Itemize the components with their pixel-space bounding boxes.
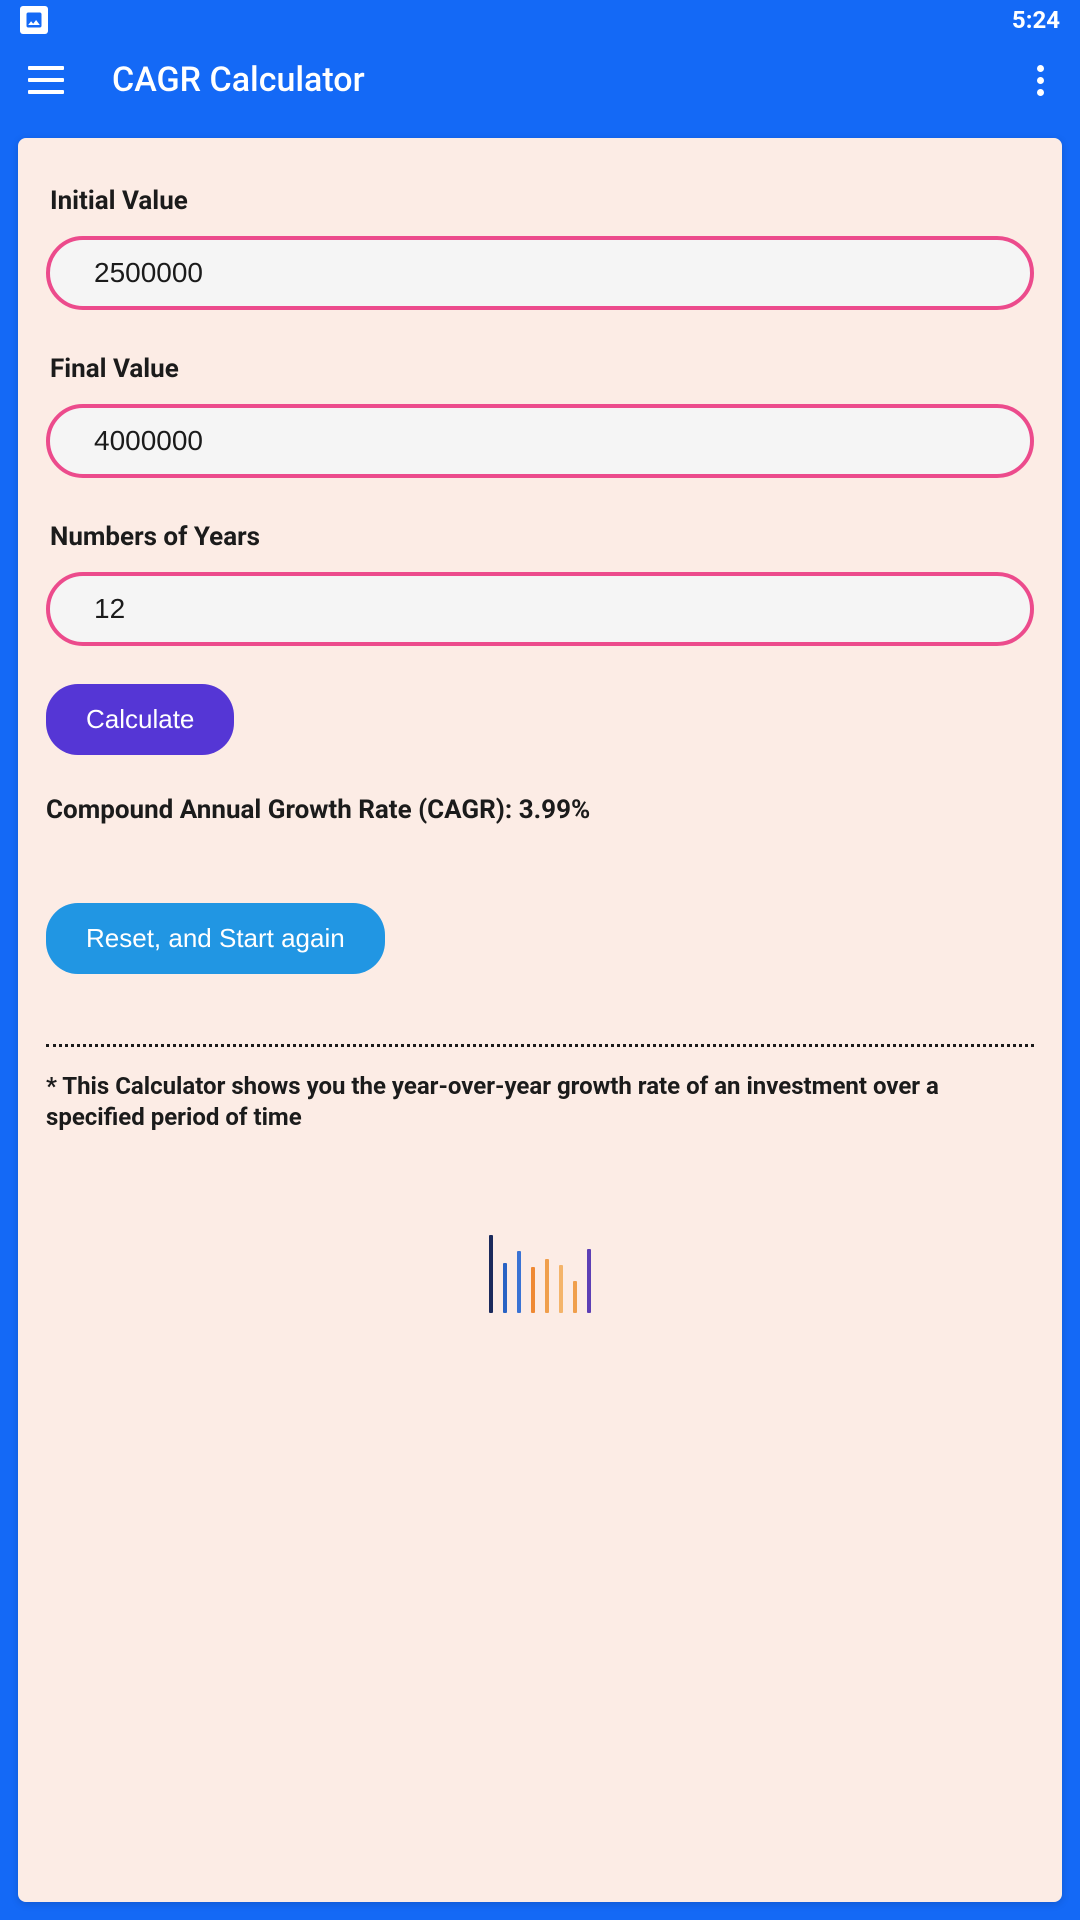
years-label: Numbers of Years [50,522,1034,552]
chart-bar [489,1235,493,1313]
status-time: 5:24 [1012,6,1060,34]
divider [46,1044,1034,1047]
chart-bar [517,1251,521,1313]
chart-bar [573,1281,577,1313]
app-title: CAGR Calculator [112,60,1029,100]
chart-container [46,1233,1034,1313]
final-value-input[interactable] [46,404,1034,478]
calculate-button[interactable]: Calculate [46,684,234,755]
chart-bar [559,1265,563,1313]
menu-icon[interactable] [28,66,64,94]
note-text: * This Calculator shows you the year-ove… [46,1071,1034,1133]
result-text: Compound Annual Growth Rate (CAGR): 3.99… [46,795,1034,825]
app-bar: CAGR Calculator [0,40,1080,120]
chart-bar [503,1263,507,1313]
reset-button[interactable]: Reset, and Start again [46,903,385,974]
chart-bar [531,1267,535,1313]
chart-bar [587,1249,591,1313]
final-value-label: Final Value [50,354,1034,384]
status-bar: 5:24 [0,0,1080,40]
years-input[interactable] [46,572,1034,646]
more-icon[interactable] [1029,57,1052,104]
initial-value-label: Initial Value [50,186,1034,216]
initial-value-input[interactable] [46,236,1034,310]
main-card: Initial Value Final Value Numbers of Yea… [18,138,1062,1902]
chart-bar [545,1259,549,1313]
image-icon [20,6,48,34]
bar-chart [489,1233,591,1313]
